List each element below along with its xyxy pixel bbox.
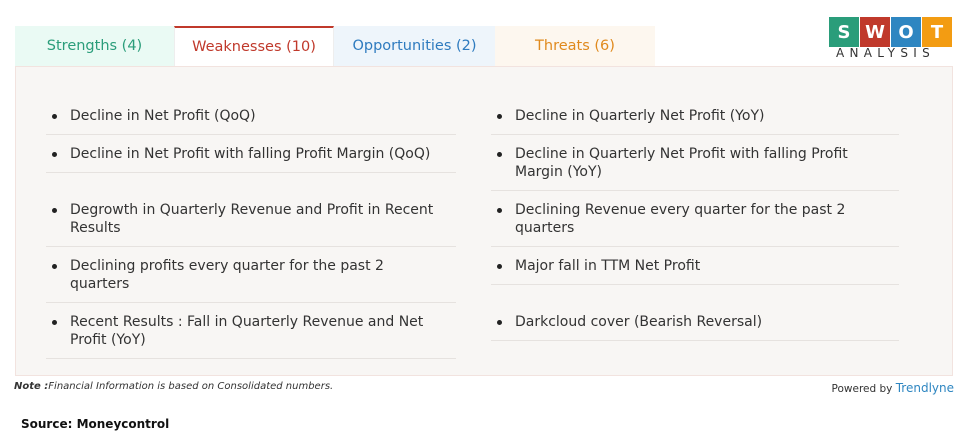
- powered-by: Powered by Trendlyne: [832, 381, 954, 395]
- logo-letter: T: [922, 17, 952, 47]
- source: Source: Moneycontrol: [21, 417, 170, 431]
- list-item: Major fall in TTM Net Profit: [491, 247, 899, 285]
- tab[interactable]: Weaknesses (10): [174, 26, 334, 66]
- list-item: Decline in Net Profit with falling Profi…: [46, 135, 456, 173]
- note-label: Note :: [14, 381, 49, 392]
- logo-letter: W: [860, 17, 890, 47]
- note: Note :Financial Information is based on …: [14, 381, 333, 392]
- list-item: Recent Results : Fall in Quarterly Reven…: [46, 303, 456, 359]
- brand[interactable]: Trendlyne: [895, 381, 954, 395]
- panel: Decline in Net Profit (QoQ) Decline in Qu…: [15, 66, 953, 376]
- logo-letter: O: [891, 17, 921, 47]
- tab[interactable]: Threats (6): [495, 26, 655, 66]
- list-item: Darkcloud cover (Bearish Reversal): [491, 303, 899, 341]
- note-text: Financial Information is based on Consol…: [48, 381, 334, 392]
- logo-letter: S: [829, 17, 859, 47]
- logo: S W O T: [829, 17, 952, 47]
- tab[interactable]: Strengths (4): [15, 26, 174, 66]
- tab-bar: Strengths (4) Weaknesses (10) Opportunit…: [15, 26, 655, 66]
- list-item: Declining profits every quarter for the …: [46, 247, 456, 303]
- list-item: Declining Revenue every quarter for the …: [491, 191, 899, 247]
- tab[interactable]: Opportunities (2): [334, 26, 495, 66]
- logo-caption: ANALYSIS: [836, 46, 935, 60]
- item-list: Decline in Net Profit (QoQ) Decline in Qu…: [46, 97, 899, 359]
- list-item: Degrowth in Quarterly Revenue and Profit…: [46, 191, 456, 247]
- list-item: Decline in Quarterly Net Profit (YoY): [491, 97, 899, 135]
- list-item: Decline in Net Profit (QoQ): [46, 97, 456, 135]
- powered-text: Powered by: [831, 383, 893, 395]
- list-item: Decline in Quarterly Net Profit with fal…: [491, 135, 899, 191]
